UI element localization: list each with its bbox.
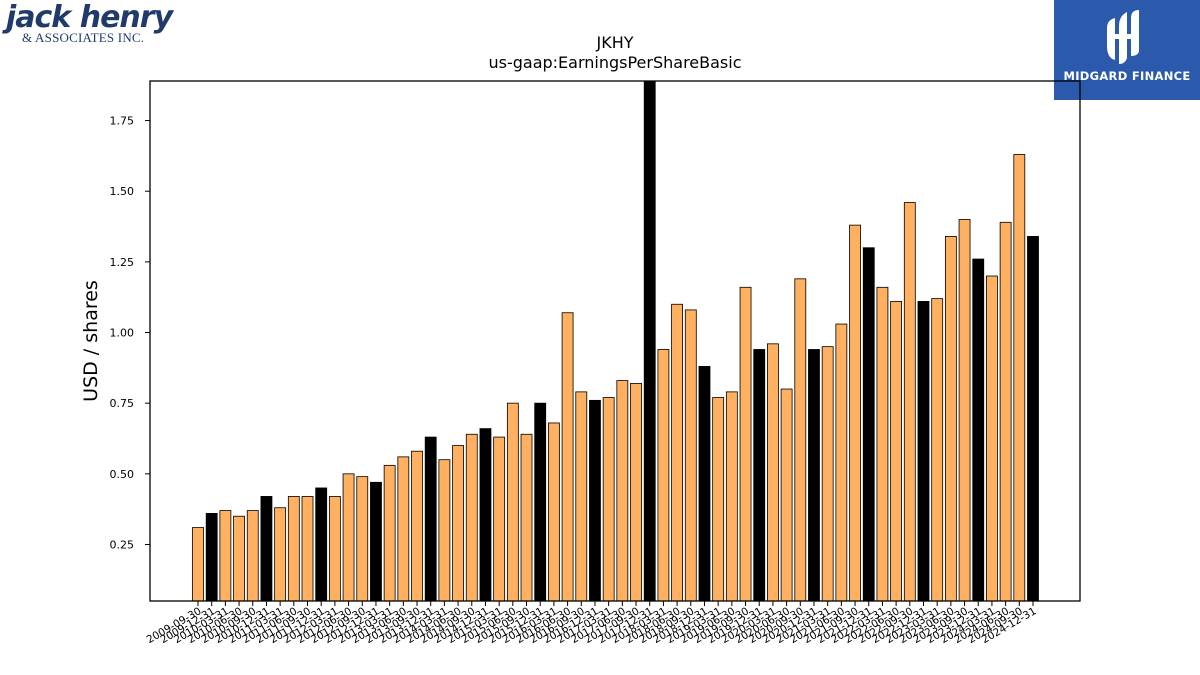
bar-2024-12-31 — [1027, 236, 1039, 602]
bar-2021-12-31 — [862, 247, 875, 602]
bar-2018-09-30 — [684, 309, 697, 602]
bar-2013-03-31 — [383, 464, 396, 602]
bar-2015-09-30 — [520, 433, 533, 602]
bar-2020-12-31 — [808, 349, 820, 602]
bar-2022-06-30 — [890, 301, 903, 602]
bar-2010-06-30 — [233, 515, 245, 602]
jack-henry-logo-wordmark: jack henry — [6, 0, 173, 35]
bar-2024-03-31 — [986, 275, 998, 602]
bar-2015-06-30 — [506, 402, 519, 602]
bar-2011-09-30 — [301, 496, 314, 602]
bar-2018-06-30 — [671, 303, 683, 602]
bar-2020-06-30 — [780, 388, 793, 602]
bar-2023-09-30 — [958, 219, 971, 602]
bar-2012-06-30 — [342, 473, 355, 602]
bar-2017-03-31 — [602, 397, 615, 602]
x-axis-ticks: 2009-09-302009-12-312010-03-312010-06-30… — [145, 601, 1039, 646]
bar-2011-12-31 — [315, 487, 328, 602]
chart-subtitle: us-gaap:EarningsPerShareBasic — [488, 53, 741, 72]
bar-2010-09-30 — [246, 510, 259, 602]
bar-2014-12-31 — [479, 428, 492, 602]
bar-2019-09-30 — [739, 286, 752, 602]
midgard-finance-logo-text: MIDGARD FINANCE — [1063, 69, 1191, 83]
bars-group — [192, 80, 1039, 602]
bar-2019-06-30 — [725, 391, 738, 602]
y-tick-label: 1.00 — [110, 327, 135, 340]
bar-2009-12-31 — [205, 512, 218, 602]
y-tick-label: 0.75 — [110, 397, 135, 410]
bar-2020-09-30 — [794, 278, 807, 602]
y-tick-label: 1.50 — [110, 185, 135, 198]
bar-2014-06-30 — [452, 445, 464, 602]
bar-2012-12-31 — [370, 481, 382, 602]
bar-2023-03-31 — [931, 298, 944, 602]
bar-2019-03-31 — [712, 397, 725, 602]
bar-2021-09-30 — [849, 224, 861, 602]
bar-2018-12-31 — [698, 366, 711, 602]
bar-2016-09-30 — [575, 391, 588, 602]
bar-2021-03-31 — [821, 346, 834, 602]
bar-2012-03-31 — [328, 496, 341, 602]
bar-2017-06-30 — [616, 380, 629, 602]
bar-2012-09-30 — [356, 476, 369, 602]
bar-2013-09-30 — [411, 450, 423, 602]
bar-2010-03-31 — [219, 510, 232, 602]
bar-2022-12-31 — [917, 301, 930, 602]
bar-2019-12-31 — [753, 349, 766, 602]
bar-2013-12-31 — [424, 436, 437, 602]
jack-henry-logo-subtitle: & ASSOCIATES INC. — [22, 30, 145, 45]
y-tick-label: 1.75 — [110, 115, 135, 128]
bar-2017-09-30 — [630, 382, 642, 602]
bar-2023-06-30 — [944, 236, 957, 602]
y-axis-label: USD / shares — [80, 280, 102, 402]
bar-2024-09-30 — [1013, 154, 1026, 602]
bar-2016-06-30 — [561, 312, 574, 602]
jack-henry-logo: jack henry & ASSOCIATES INC. — [6, 0, 186, 45]
bar-2016-03-31 — [548, 422, 560, 602]
bar-2018-03-31 — [657, 349, 670, 602]
y-tick-label: 0.50 — [110, 468, 135, 481]
bar-2023-12-31 — [972, 258, 985, 602]
bar-2011-03-31 — [274, 507, 287, 602]
bar-2009-09-30 — [192, 527, 204, 602]
midgard-finance-emblem-icon — [1107, 10, 1139, 64]
bar-2020-03-31 — [767, 343, 779, 602]
y-tick-label: 0.25 — [110, 538, 135, 551]
bar-2021-06-30 — [835, 323, 848, 602]
bar-2014-03-31 — [438, 459, 451, 602]
bar-2017-12-31 — [643, 80, 656, 602]
plot-frame — [149, 80, 1081, 602]
bar-2022-03-31 — [876, 286, 889, 602]
bar-2015-03-31 — [493, 436, 506, 602]
bar-2022-09-30 — [903, 202, 916, 602]
bar-2024-06-30 — [999, 221, 1012, 602]
y-tick-label: 1.25 — [110, 256, 135, 269]
bar-2014-09-30 — [465, 433, 478, 602]
chart-title: JKHY — [595, 33, 633, 52]
bar-2016-12-31 — [589, 399, 601, 602]
y-axis-ticks: 0.25 0.50 0.75 1.00 1.25 1.50 1.75 — [110, 115, 150, 551]
bar-2015-12-31 — [534, 402, 547, 602]
bar-2013-06-30 — [397, 456, 410, 602]
midgard-finance-logo: MIDGARD FINANCE — [1054, 0, 1200, 100]
bar-2010-12-31 — [260, 496, 273, 602]
bar-2011-06-30 — [287, 496, 300, 602]
